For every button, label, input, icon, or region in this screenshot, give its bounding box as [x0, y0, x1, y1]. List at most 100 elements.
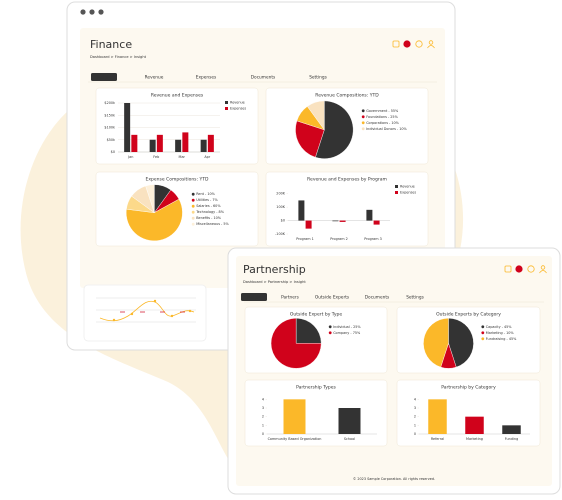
mini-point [153, 299, 157, 303]
mini-card [83, 284, 207, 342]
legend-swatch [191, 192, 195, 196]
bar [149, 139, 156, 152]
mini-point [112, 318, 116, 322]
x-tick-label: School [344, 437, 355, 441]
y-tick-label: 200K [276, 192, 285, 196]
icon-add [403, 40, 411, 48]
y-tick-label: $50k [107, 138, 115, 142]
bar [428, 399, 447, 434]
bar [131, 134, 138, 152]
breadcrumb: Dashboard > Finance > Insight [90, 55, 147, 59]
x-tick-label: Funding [505, 437, 518, 441]
tab[interactable]: Settings [406, 295, 424, 301]
legend-swatch [191, 222, 195, 226]
tab[interactable]: Insight [97, 75, 112, 81]
card-title: Revenue Compositions: YTD [315, 93, 379, 99]
bar [200, 139, 207, 152]
bar [373, 220, 380, 225]
tab[interactable]: Settings [309, 75, 327, 81]
pie-slice [295, 120, 325, 158]
bar [366, 209, 373, 221]
tab[interactable]: Documents [251, 75, 276, 81]
mini-point [170, 314, 174, 318]
icon-calendar [504, 265, 512, 273]
y-tick-label: 1 [414, 423, 416, 427]
legend-label: Individual - 25% [333, 325, 361, 329]
y-tick-label: 4 [262, 397, 264, 401]
legend-label: Miscellaneous - 5% [196, 222, 229, 226]
legend-label: Company - 75% [333, 331, 361, 335]
bar [124, 103, 131, 152]
legend-label: Fundraising - 45% [486, 337, 517, 341]
pie-slice [448, 318, 474, 368]
page-title: Partnership [243, 263, 306, 276]
card [265, 171, 429, 247]
legend-label: Revenue [230, 101, 245, 105]
legend-swatch [481, 325, 485, 329]
legend-swatch [395, 191, 398, 194]
window-dot [80, 9, 86, 15]
legend-label: Marketing - 10% [486, 331, 515, 335]
card-title: Outside Experts by Category [436, 312, 501, 318]
tab[interactable]: Revenue [145, 75, 164, 81]
tab[interactable]: Expenses [196, 75, 217, 81]
legend-label: Utilities - 7% [196, 198, 218, 202]
x-tick-label: Feb [153, 155, 159, 159]
bar [332, 220, 339, 222]
bar [339, 220, 346, 222]
legend-swatch [225, 107, 228, 110]
x-tick-label: Mar [179, 155, 186, 159]
card-title: Revenue and Expenses [151, 93, 204, 99]
icon-calendar [392, 40, 400, 48]
bar [338, 408, 361, 434]
window-dot [89, 9, 95, 15]
y-tick-label: 4 [414, 397, 416, 401]
legend-swatch [328, 331, 332, 335]
legend-label: Foundations - 25% [366, 115, 398, 119]
pie-slice [307, 100, 325, 131]
y-tick-label: 100K [276, 205, 285, 209]
tab[interactable]: Documents [365, 295, 390, 301]
pie-slice [270, 318, 322, 369]
legend-label: Expenses [230, 107, 246, 111]
y-tick-label: 3 [414, 406, 416, 410]
bar [207, 134, 214, 152]
legend-swatch [191, 216, 195, 220]
legend-swatch [361, 121, 365, 125]
icon-user [427, 45, 435, 49]
pie-slice [315, 100, 354, 159]
legend-swatch [361, 115, 365, 119]
x-tick-label: Apr [204, 155, 210, 159]
card-title: Outside Expert by Type [290, 312, 343, 318]
mini-point [188, 309, 192, 313]
y-tick-label: 1 [262, 423, 264, 427]
card-title: Expense Compositions: YTD [146, 177, 209, 183]
mini-point [130, 312, 134, 316]
tab[interactable]: Insight [247, 295, 262, 301]
card-title: Partnership by Category [441, 385, 496, 391]
y-tick-label: 0 [414, 432, 416, 436]
breadcrumb: Dashboard > Partnership > Insight [243, 280, 306, 284]
tab[interactable]: Outside Experts [315, 295, 350, 301]
legend-label: Salaries - 60% [196, 204, 221, 208]
y-tick-label: $100k [104, 126, 115, 130]
x-tick-label: Program 3 [364, 237, 382, 241]
tab[interactable]: Partners [281, 295, 300, 301]
icon-user [539, 270, 547, 274]
footer: © 2023 Sample Corporation. All rights re… [353, 477, 435, 481]
legend-swatch [361, 109, 365, 113]
legend-swatch [191, 198, 195, 202]
x-tick-label: Program 2 [330, 237, 348, 241]
icon-user [428, 40, 434, 45]
x-tick-label: Jan [127, 155, 133, 159]
window-dot [98, 9, 104, 15]
legend-swatch [361, 127, 365, 131]
x-tick-label: Referral [431, 437, 444, 441]
y-tick-label: $0 [281, 219, 285, 223]
x-tick-label: Program 1 [296, 237, 314, 241]
x-tick-label: Community Based Organization [268, 437, 322, 441]
icon-help [415, 40, 423, 48]
bar [305, 220, 312, 229]
legend-swatch [481, 331, 485, 335]
